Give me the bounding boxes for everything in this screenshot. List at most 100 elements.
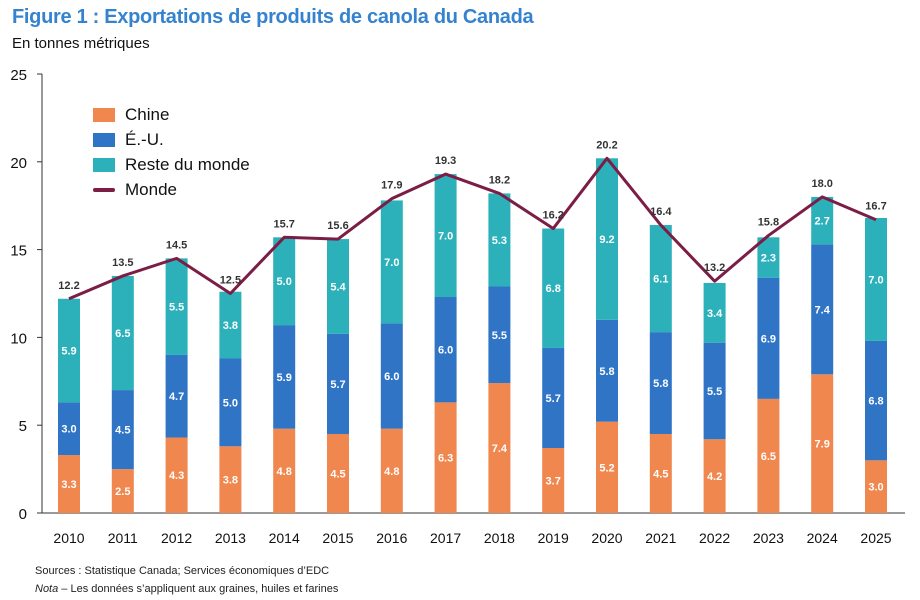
segment-label: 4.3 [169, 470, 184, 482]
y-tick-label: 20 [10, 155, 27, 172]
legend-label: Chine [125, 105, 170, 124]
legend-label: Reste du monde [125, 155, 250, 174]
x-tick-label: 2019 [538, 530, 569, 546]
segment-label: 6.3 [438, 453, 453, 465]
chart-subtitle: En tonnes métriques [12, 35, 150, 52]
segment-label: 5.2 [599, 462, 614, 474]
segment-label: 3.0 [868, 482, 883, 494]
bar-segment [757, 398, 780, 513]
y-tick-label: 15 [10, 243, 27, 260]
bar-segment [649, 332, 672, 434]
total-label: 15.7 [273, 218, 294, 230]
x-tick-label: 2020 [591, 530, 622, 546]
legend-label: Monde [125, 180, 177, 199]
y-tick-label: 5 [19, 418, 27, 435]
total-label: 17.9 [381, 180, 402, 192]
x-tick-label: 2017 [430, 530, 461, 546]
segment-label: 6.8 [868, 396, 883, 408]
bar-segment [488, 286, 511, 384]
segment-label: 5.9 [61, 346, 76, 358]
legend-item-reste: Reste du monde [93, 155, 250, 175]
segment-label: 5.5 [492, 330, 507, 342]
total-label: 20.2 [596, 139, 617, 151]
segment-label: 2.7 [815, 216, 830, 228]
bar-segment [273, 325, 296, 429]
x-tick-label: 2014 [269, 530, 300, 546]
bar-segment [434, 297, 457, 403]
bar-segment [327, 239, 349, 334]
x-tick-label: 2023 [753, 530, 784, 546]
x-tick-label: 2018 [484, 530, 515, 546]
bar-segment [327, 433, 349, 513]
segment-label: 3.4 [707, 308, 723, 320]
segment-label: 6.9 [761, 333, 776, 345]
bar-segment [380, 200, 403, 324]
segment-label: 4.5 [115, 425, 130, 437]
bar-segment [865, 217, 887, 341]
x-tick-label: 2012 [161, 530, 192, 546]
segment-label: 4.2 [707, 471, 722, 483]
segment-label: 9.2 [599, 234, 614, 246]
legend-swatch [93, 158, 115, 172]
bar-segment [58, 455, 80, 513]
segment-label: 5.5 [707, 386, 722, 398]
bar-segment [596, 158, 618, 320]
note-text: Nota – Les données s’appliquent aux grai… [35, 583, 338, 595]
bar-segment [58, 402, 80, 456]
total-label: 16.2 [542, 210, 563, 222]
x-tick-label: 2010 [53, 530, 84, 546]
x-tick-label: 2024 [807, 530, 838, 546]
segment-label: 4.8 [277, 466, 292, 478]
bar-segment [434, 402, 457, 513]
bar-segment [811, 244, 834, 375]
segment-label: 3.3 [61, 479, 76, 491]
segment-label: 6.0 [384, 371, 399, 383]
segment-label: 4.5 [330, 468, 345, 480]
bar-segment [703, 342, 726, 440]
bar-segment [811, 196, 834, 245]
bar-segment [542, 228, 565, 348]
total-label: 14.5 [166, 239, 187, 251]
x-tick-label: 2015 [322, 530, 353, 546]
segment-label: 5.7 [330, 379, 345, 391]
bar-segment [865, 340, 887, 461]
bar-segment [111, 390, 134, 470]
segment-label: 7.0 [384, 257, 399, 269]
bar-segment [757, 237, 780, 278]
monde-line [68, 156, 877, 301]
bar-segment [219, 291, 242, 359]
bar-segment [596, 421, 618, 513]
total-label: 16.7 [865, 201, 886, 213]
total-label: 13.5 [112, 257, 133, 269]
bar-segment [488, 383, 511, 513]
bar-segment [165, 258, 188, 355]
segment-label: 6.1 [653, 274, 668, 286]
bar-segment [488, 193, 511, 287]
bar-segment [811, 374, 834, 513]
segment-label: 5.7 [546, 393, 561, 405]
bar-segment [649, 225, 672, 333]
bar-segment [219, 446, 242, 513]
bar-segment [165, 437, 188, 513]
segment-label: 5.8 [599, 366, 614, 378]
sources-text: Sources : Statistique Canada; Services é… [35, 565, 330, 577]
segment-label: 5.0 [277, 276, 292, 288]
bar-segment [703, 282, 726, 343]
bar-segment [111, 275, 134, 391]
segment-label: 7.0 [438, 231, 453, 243]
segment-label: 5.5 [169, 302, 184, 314]
bar-segment [703, 439, 726, 513]
total-label: 18.2 [489, 174, 510, 186]
legend-item-eu: É.-U. [93, 130, 164, 150]
x-tick-label: 2021 [645, 530, 676, 546]
segment-label: 6.5 [115, 328, 130, 340]
segment-label: 4.7 [169, 391, 184, 403]
segment-label: 4.8 [384, 466, 399, 478]
bar-segment [273, 237, 296, 326]
segment-label: 7.4 [492, 443, 508, 455]
note-label: Nota [35, 583, 59, 595]
bar-segment [327, 333, 349, 434]
legend-label: É.-U. [125, 130, 164, 149]
legend-item-chine: Chine [93, 105, 169, 125]
